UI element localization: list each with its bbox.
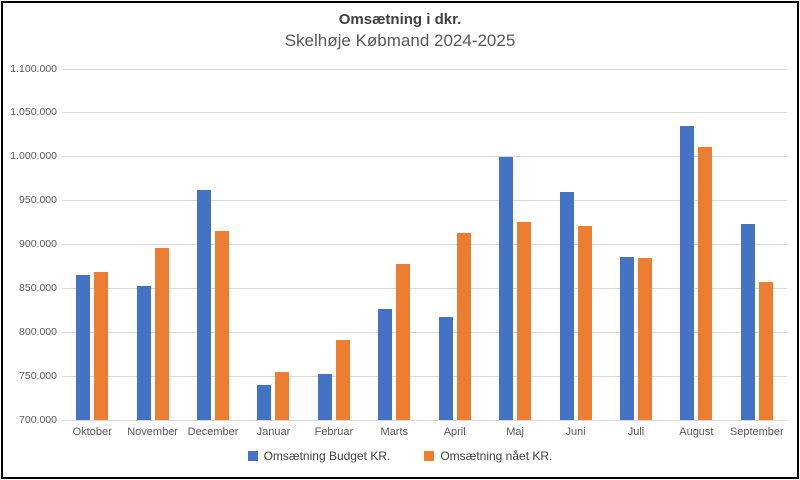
gridline	[62, 156, 787, 158]
x-axis-label-april: April	[443, 426, 466, 438]
bar-budget-februar[interactable]	[317, 373, 332, 420]
x-axis-label-januar: Januar	[256, 426, 291, 438]
bar-budget-august[interactable]	[680, 126, 695, 420]
x-axis-label-februar: Februar	[314, 426, 354, 438]
y-tick-label: 1.050.000	[10, 106, 57, 119]
x-axis-label-oktober: Oktober	[72, 426, 112, 438]
bar-naaet-januar[interactable]	[275, 371, 290, 420]
bar-naaet-april[interactable]	[456, 233, 471, 420]
legend-item-budget[interactable]: Omsætning Budget KR.	[247, 449, 391, 463]
y-axis-labels: 1.100.000 1.050.000 1.000.000 950.000 900.00…	[0, 0, 57, 480]
bar-budget-oktober[interactable]	[76, 275, 91, 420]
bar-budget-maj[interactable]	[499, 156, 514, 420]
bar-naaet-juni[interactable]	[577, 226, 592, 420]
bar-budget-april[interactable]	[438, 317, 453, 420]
gridline	[62, 200, 787, 202]
x-axis-label-juli: Juli	[627, 426, 645, 438]
x-axis-label-september: September	[729, 426, 784, 438]
x-axis-label-maj: Maj	[506, 426, 524, 438]
bar-budget-september[interactable]	[740, 224, 755, 420]
y-tick-label: 950.000	[19, 194, 57, 207]
x-axis-labels: Oktober November December Januar Februar Mart…	[62, 426, 787, 442]
x-axis-label-november: November	[127, 426, 178, 438]
bar-budget-november[interactable]	[136, 285, 151, 420]
y-tick-label: 750.000	[19, 369, 57, 382]
legend-label-naaet: Omsætning nået KR.	[440, 449, 553, 463]
legend-label-budget: Omsætning Budget KR.	[263, 449, 391, 463]
bar-naaet-august[interactable]	[698, 147, 713, 420]
y-tick-label: 850.000	[19, 281, 57, 294]
bar-naaet-oktober[interactable]	[94, 271, 109, 420]
gridline	[62, 244, 787, 245]
y-tick-label: 700.000	[19, 413, 57, 426]
bar-naaet-december[interactable]	[215, 231, 230, 420]
bar-naaet-juli[interactable]	[637, 257, 652, 420]
y-tick-label: 1.100.000	[10, 62, 57, 75]
x-axis-label-juni: Juni	[565, 426, 586, 438]
gridline	[62, 331, 787, 333]
y-tick-label: 800.000	[19, 325, 57, 338]
y-tick-label: 900.000	[19, 238, 57, 250]
legend-swatch-naaet-icon	[424, 451, 435, 461]
legend-item-naaet[interactable]: Omsætning nået KR.	[424, 449, 552, 463]
gridline	[62, 287, 787, 289]
bar-naaet-marts[interactable]	[396, 263, 411, 420]
bar-naaet-februar[interactable]	[335, 340, 350, 420]
plot-area	[62, 68, 787, 421]
gridline	[62, 112, 787, 114]
gridline	[62, 68, 787, 70]
bar-budget-juli[interactable]	[619, 256, 634, 420]
bar-budget-juni[interactable]	[559, 191, 574, 420]
bar-budget-marts[interactable]	[378, 309, 393, 420]
legend: Omsætning Budget KR. Omsætning nået KR.	[0, 447, 800, 465]
bar-budget-december[interactable]	[197, 190, 212, 420]
bar-naaet-september[interactable]	[758, 282, 773, 420]
gridline	[62, 419, 787, 421]
gridline	[62, 375, 787, 377]
bar-naaet-november[interactable]	[154, 248, 169, 420]
y-tick-label: 1.000.000	[10, 150, 57, 163]
chart-subtitle: Skelhøje Købmand 2024-2025	[284, 31, 516, 50]
chart-title: Omsætning i dkr.	[338, 11, 462, 28]
legend-swatch-budget-icon	[247, 451, 258, 461]
x-axis-label-december: December	[187, 426, 239, 438]
x-axis-label-august: August	[679, 426, 714, 438]
x-axis-label-marts: Marts	[380, 426, 409, 438]
bar-naaet-maj[interactable]	[517, 221, 532, 420]
bar-budget-januar[interactable]	[257, 384, 272, 420]
